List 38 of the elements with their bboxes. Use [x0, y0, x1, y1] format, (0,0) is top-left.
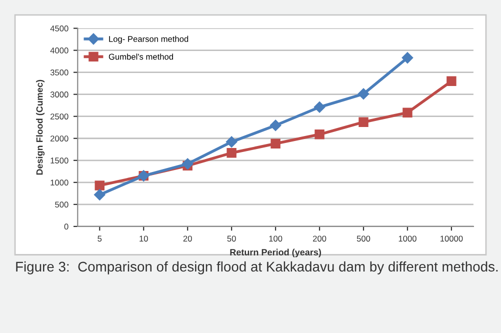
y-tick-label: 2000 [50, 136, 68, 142]
point [270, 138, 280, 149]
point [226, 148, 236, 158]
legend-label: Log- Pearson method [109, 36, 188, 44]
y-tick-label: 1000 [50, 180, 68, 186]
point [182, 158, 194, 170]
point [270, 120, 282, 131]
point [402, 108, 412, 118]
y-tick-label: 1500 [50, 158, 68, 164]
point [94, 189, 106, 200]
point [358, 117, 368, 127]
x-tick-label: 1000 [398, 236, 416, 242]
y-tick-label: 500 [55, 202, 68, 208]
y-axis-title: Design Flood (Cumec) [36, 80, 45, 175]
x-tick-label: 10 [140, 236, 148, 242]
point [446, 76, 456, 86]
x-tick-label: 50 [227, 236, 236, 242]
legend-label: Gumbel's method [108, 54, 173, 60]
point [402, 52, 414, 64]
x-tick-label: 5 [98, 236, 102, 242]
x-axis-title: Return Period (years) [230, 248, 322, 258]
y-tick-label: 4000 [50, 48, 68, 54]
point [314, 102, 326, 113]
point [94, 180, 105, 190]
y-tick-label: 2500 [50, 114, 68, 120]
y-tick-label: 0 [64, 224, 68, 230]
point [226, 136, 238, 148]
x-tick-label: 20 [183, 236, 192, 242]
point [358, 88, 370, 100]
x-tick-label: 100 [269, 236, 282, 242]
x-tick-label: 500 [356, 236, 370, 242]
x-tick-label: 10000 [440, 236, 463, 242]
y-tick-label: 3000 [50, 92, 68, 98]
caption: Figure 3: Comparison of design flood at Kakkadavu dam by different methods. [16, 261, 498, 274]
y-tick-label: 4500 [50, 26, 68, 32]
y-tick-label: 3500 [50, 70, 68, 76]
x-tick-label: 200 [312, 236, 326, 242]
point [314, 130, 324, 140]
